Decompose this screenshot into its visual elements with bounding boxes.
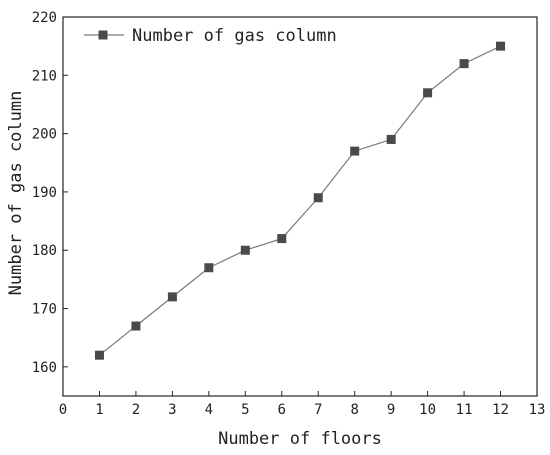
axes bbox=[62, 16, 538, 397]
x-tick-label: 6 bbox=[278, 402, 286, 418]
x-tick-label: 5 bbox=[241, 402, 249, 418]
series-line bbox=[99, 45, 501, 356]
x-tick-label: 12 bbox=[492, 402, 509, 418]
data-point bbox=[131, 321, 141, 331]
x-axis-title: Number of floors bbox=[218, 429, 382, 449]
x-tick-label: 10 bbox=[419, 402, 436, 418]
y-tick-label: 160 bbox=[32, 360, 57, 376]
x-tick-label: 2 bbox=[132, 402, 140, 418]
data-point bbox=[240, 245, 250, 255]
x-tick-label: 4 bbox=[205, 402, 213, 418]
data-point bbox=[350, 146, 360, 156]
data-point bbox=[167, 292, 177, 302]
data-point bbox=[277, 234, 287, 244]
x-tick-label: 11 bbox=[456, 402, 473, 418]
series-layer bbox=[94, 41, 506, 360]
y-tick-label: 200 bbox=[32, 127, 57, 143]
data-point bbox=[94, 350, 104, 360]
data-point bbox=[423, 88, 433, 98]
x-tick-label: 3 bbox=[168, 402, 176, 418]
data-point bbox=[386, 134, 396, 144]
plot-frame bbox=[62, 16, 538, 397]
data-point bbox=[204, 263, 214, 273]
data-point bbox=[313, 193, 323, 203]
x-tick-label: 0 bbox=[59, 402, 67, 418]
y-tick-label: 220 bbox=[32, 10, 57, 26]
x-tick-label: 8 bbox=[350, 402, 358, 418]
legend-label: Number of gas column bbox=[132, 26, 337, 46]
y-tick-label: 190 bbox=[32, 185, 57, 201]
data-point bbox=[459, 59, 469, 69]
legend-marker-sample bbox=[98, 30, 108, 40]
x-tick-label: 1 bbox=[95, 402, 103, 418]
y-axis-title: Number of gas column bbox=[6, 91, 26, 296]
y-tick-label: 210 bbox=[32, 68, 57, 84]
legend: Number of gas column bbox=[84, 26, 337, 46]
x-tick-label: 9 bbox=[387, 402, 395, 418]
y-tick-label: 170 bbox=[32, 302, 57, 318]
y-tick-label: 180 bbox=[32, 243, 57, 259]
data-point bbox=[496, 41, 506, 51]
x-tick-label: 13 bbox=[529, 402, 546, 418]
x-tick-label: 7 bbox=[314, 402, 322, 418]
